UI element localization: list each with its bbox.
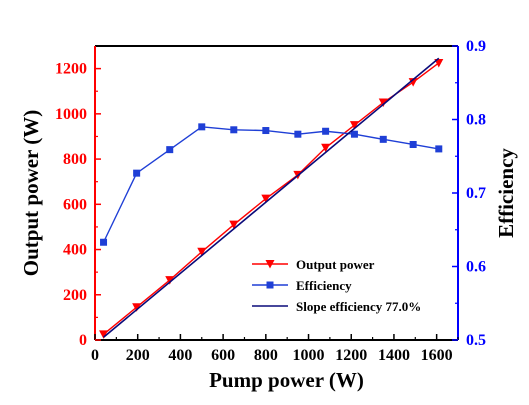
efficiency-point: [294, 130, 302, 138]
output-power-point: [132, 303, 142, 312]
output-power-point: [261, 194, 271, 204]
legend-label: Output power: [296, 257, 375, 272]
y-right-axis-title: Efficiency: [494, 148, 518, 238]
y-left-tick-label: 400: [63, 242, 87, 259]
output-power-point: [197, 247, 207, 257]
y-left-tick-label: 1200: [55, 61, 87, 78]
x-tick-label: 1600: [421, 347, 453, 364]
efficiency-point: [322, 127, 330, 135]
x-tick-label: 1200: [335, 347, 367, 364]
x-tick-label: 1400: [378, 347, 410, 364]
legend-label: Efficiency: [296, 278, 352, 293]
x-tick-label: 1000: [293, 347, 325, 364]
y-left-tick-label: 800: [63, 151, 87, 168]
output-power-point: [229, 220, 239, 230]
x-tick-label: 0: [91, 347, 99, 364]
series-line-efficiency: [102, 126, 439, 243]
efficiency-point: [379, 135, 387, 143]
efficiency-point: [262, 127, 270, 135]
series-line-output-power: [103, 62, 440, 335]
efficiency-point: [133, 169, 141, 177]
x-tick-label: 600: [211, 347, 235, 364]
legend-label: Slope efficiency 77.0%: [296, 299, 421, 314]
y-right-tick-label: 0.9: [466, 38, 486, 55]
efficiency-point: [230, 126, 238, 134]
y-right-tick-label: 0.7: [466, 185, 486, 202]
y-left-tick-label: 0: [79, 332, 87, 349]
output-power-point: [165, 276, 175, 285]
legend-marker-triangle: [265, 260, 275, 269]
y-left-tick-label: 1000: [55, 106, 87, 123]
efficiency-point: [435, 145, 443, 153]
output-power-point: [378, 98, 388, 108]
x-tick-label: 200: [126, 347, 150, 364]
output-power-point: [408, 78, 418, 87]
y-right-tick-label: 0.6: [466, 259, 486, 276]
x-tick-label: 800: [254, 347, 278, 364]
y-right-tick-label: 0.8: [466, 112, 486, 129]
efficiency-point: [198, 123, 206, 131]
y-right-tick-label: 0.5: [466, 332, 486, 349]
x-tick-label: 400: [168, 347, 192, 364]
y-left-axis-title: Output power (W): [19, 110, 43, 276]
output-power-point: [349, 121, 359, 130]
efficiency-point: [100, 238, 108, 246]
efficiency-point: [350, 130, 358, 138]
output-power-point: [321, 143, 331, 153]
fit-line: [103, 57, 440, 338]
x-axis-title: Pump power (W): [209, 368, 364, 392]
y-left-tick-label: 600: [63, 196, 87, 213]
legend-marker-square: [266, 281, 274, 289]
efficiency-point: [409, 140, 417, 148]
efficiency-point: [166, 146, 174, 154]
output-power-point: [99, 330, 109, 339]
y-left-tick-label: 200: [63, 287, 87, 304]
